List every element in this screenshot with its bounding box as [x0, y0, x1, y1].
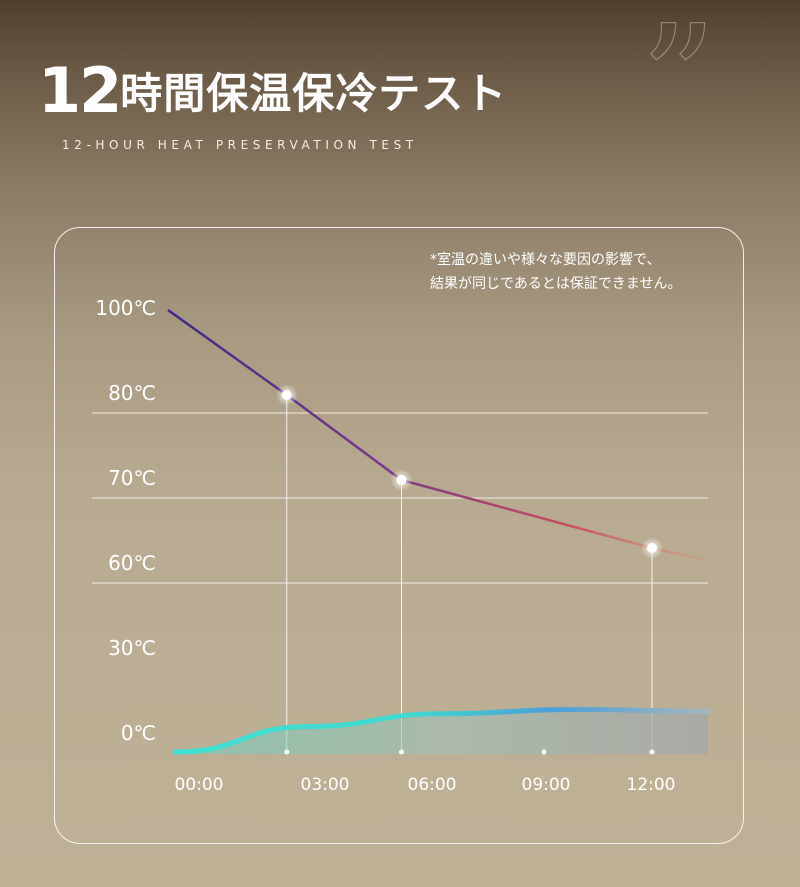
disclaimer-line-1: *室温の違いや様々な要因の影響で、: [430, 252, 661, 268]
y-tick-label: 0℃: [120, 721, 156, 745]
hot-series-line: [167, 308, 708, 562]
axis-dot-6: [399, 749, 404, 755]
y-tick-label: 100℃: [95, 296, 156, 320]
page-subtitle: 12-HOUR HEAT PRESERVATION TEST: [62, 138, 418, 152]
axis-dot-9: [541, 749, 547, 755]
x-tick-label: 06:00: [407, 775, 457, 795]
disclaimer-line-2: 結果が同じであるとは保証できません。: [430, 276, 682, 292]
x-tick-label: 09:00: [521, 775, 571, 795]
hot-point-6: [396, 475, 407, 485]
quote-mark-icon: ”: [639, 0, 717, 168]
disclaimer-note: *室温の違いや様々な要因の影響で、 結果が同じであるとは保証できません。: [430, 248, 681, 296]
axis-dot-3: [284, 749, 290, 755]
cold-series-line: [172, 706, 711, 755]
x-tick-label: 12:00: [626, 775, 676, 795]
hot-point-12: [647, 543, 657, 553]
title-number: 12: [38, 54, 122, 127]
y-tick-label: 60℃: [108, 551, 156, 575]
y-tick-label: 70℃: [108, 466, 156, 490]
cold-series-area: [175, 709, 708, 754]
title-text: 時間保温保冷テスト: [120, 69, 508, 118]
x-tick-label: 03:00: [300, 775, 350, 795]
page-title: 12時間保温保冷テスト: [38, 54, 507, 127]
chart-panel: [54, 227, 744, 844]
y-tick-label: 30℃: [108, 636, 156, 660]
y-tick-label: 80℃: [108, 381, 156, 405]
hot-point-3: [281, 390, 292, 400]
axis-dot-12: [649, 749, 655, 755]
x-tick-label: 00:00: [174, 775, 224, 795]
